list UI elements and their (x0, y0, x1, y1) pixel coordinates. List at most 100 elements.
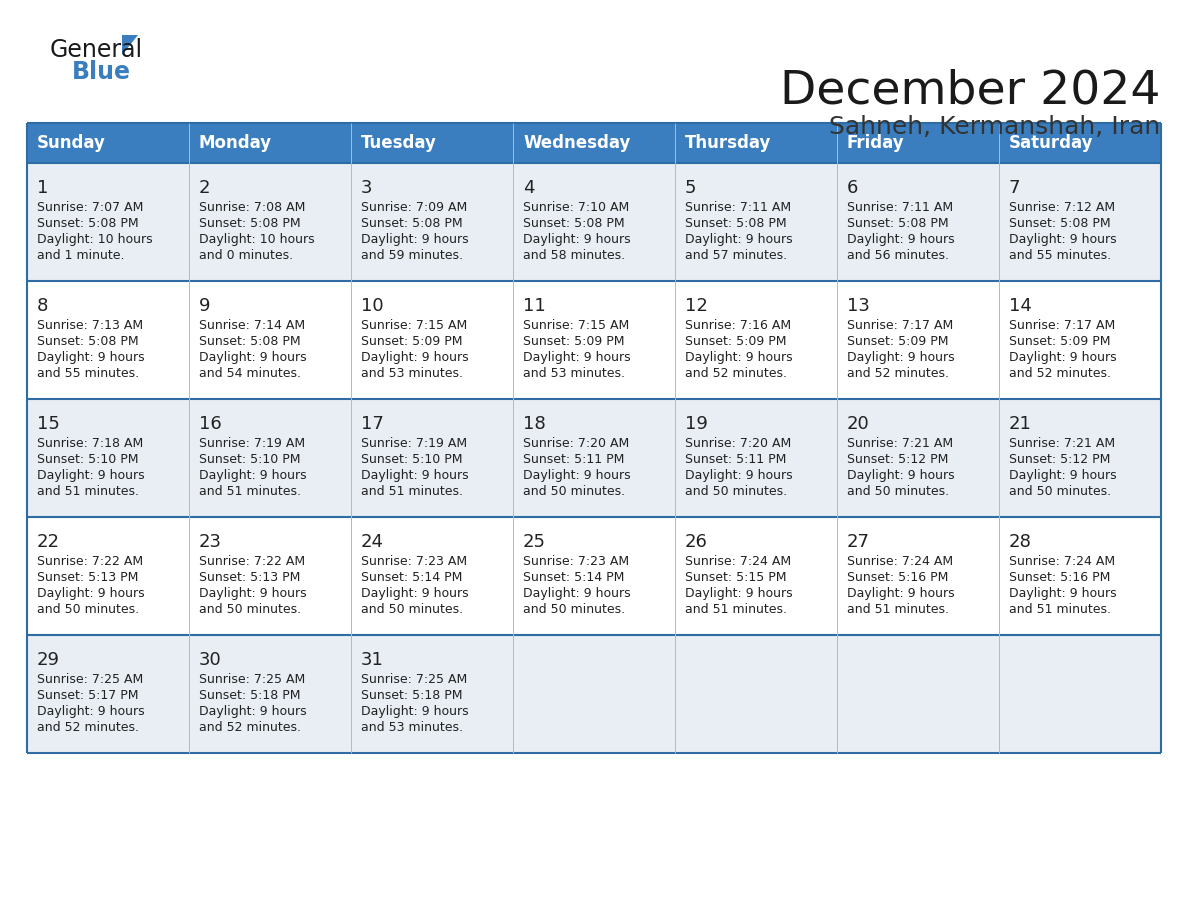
Text: Sunset: 5:09 PM: Sunset: 5:09 PM (523, 335, 625, 348)
Text: and 53 minutes.: and 53 minutes. (523, 367, 625, 380)
Text: Sunset: 5:12 PM: Sunset: 5:12 PM (847, 453, 948, 466)
Text: 15: 15 (37, 415, 59, 433)
Text: Daylight: 9 hours: Daylight: 9 hours (523, 233, 631, 246)
Text: December 2024: December 2024 (779, 68, 1159, 113)
Text: and 50 minutes.: and 50 minutes. (847, 485, 949, 498)
Text: and 58 minutes.: and 58 minutes. (523, 249, 625, 262)
Text: Sunrise: 7:18 AM: Sunrise: 7:18 AM (37, 437, 144, 450)
Text: Daylight: 9 hours: Daylight: 9 hours (361, 469, 468, 482)
Text: 21: 21 (1009, 415, 1032, 433)
Text: Sunset: 5:10 PM: Sunset: 5:10 PM (37, 453, 139, 466)
Text: Daylight: 9 hours: Daylight: 9 hours (685, 351, 792, 364)
Text: Daylight: 9 hours: Daylight: 9 hours (200, 705, 307, 718)
Text: 18: 18 (523, 415, 545, 433)
Text: and 50 minutes.: and 50 minutes. (1009, 485, 1111, 498)
Bar (189, 123, 350, 163)
Text: Sunrise: 7:22 AM: Sunrise: 7:22 AM (200, 555, 305, 568)
Text: 24: 24 (361, 533, 384, 551)
Text: Sunset: 5:18 PM: Sunset: 5:18 PM (200, 689, 301, 702)
Bar (27, 123, 189, 163)
Text: Sunset: 5:14 PM: Sunset: 5:14 PM (361, 571, 462, 584)
Text: Sunrise: 7:17 AM: Sunrise: 7:17 AM (1009, 319, 1116, 332)
Text: and 53 minutes.: and 53 minutes. (361, 721, 463, 734)
Polygon shape (122, 35, 138, 55)
Text: Daylight: 9 hours: Daylight: 9 hours (847, 233, 955, 246)
Text: and 59 minutes.: and 59 minutes. (361, 249, 463, 262)
Text: Sunrise: 7:21 AM: Sunrise: 7:21 AM (1009, 437, 1116, 450)
Text: Daylight: 9 hours: Daylight: 9 hours (523, 469, 631, 482)
Text: Sunrise: 7:24 AM: Sunrise: 7:24 AM (847, 555, 953, 568)
Text: Daylight: 9 hours: Daylight: 9 hours (200, 351, 307, 364)
Text: Sunset: 5:11 PM: Sunset: 5:11 PM (685, 453, 786, 466)
Text: 2: 2 (200, 179, 210, 197)
Text: Daylight: 9 hours: Daylight: 9 hours (37, 351, 145, 364)
Text: Daylight: 9 hours: Daylight: 9 hours (37, 705, 145, 718)
Text: 23: 23 (200, 533, 222, 551)
Text: and 52 minutes.: and 52 minutes. (37, 721, 139, 734)
Text: Daylight: 9 hours: Daylight: 9 hours (37, 469, 145, 482)
Text: 8: 8 (37, 297, 49, 315)
Text: and 52 minutes.: and 52 minutes. (847, 367, 949, 380)
Text: Thursday: Thursday (685, 134, 771, 152)
Text: 29: 29 (37, 651, 61, 669)
Text: Sunset: 5:11 PM: Sunset: 5:11 PM (523, 453, 625, 466)
Text: and 51 minutes.: and 51 minutes. (361, 485, 463, 498)
Text: 28: 28 (1009, 533, 1032, 551)
Text: Sunrise: 7:09 AM: Sunrise: 7:09 AM (361, 201, 467, 214)
Text: and 1 minute.: and 1 minute. (37, 249, 125, 262)
Text: Sunset: 5:16 PM: Sunset: 5:16 PM (1009, 571, 1111, 584)
Text: Sunset: 5:17 PM: Sunset: 5:17 PM (37, 689, 139, 702)
Text: Sunset: 5:16 PM: Sunset: 5:16 PM (847, 571, 948, 584)
Text: Sunrise: 7:23 AM: Sunrise: 7:23 AM (361, 555, 467, 568)
Bar (675, 123, 838, 163)
Text: Daylight: 9 hours: Daylight: 9 hours (685, 233, 792, 246)
Text: Sunrise: 7:24 AM: Sunrise: 7:24 AM (1009, 555, 1116, 568)
Text: Daylight: 9 hours: Daylight: 9 hours (200, 587, 307, 600)
Text: 27: 27 (847, 533, 870, 551)
Text: Sunrise: 7:17 AM: Sunrise: 7:17 AM (847, 319, 953, 332)
Text: Sunset: 5:08 PM: Sunset: 5:08 PM (685, 217, 786, 230)
Text: and 51 minutes.: and 51 minutes. (1009, 603, 1111, 616)
Text: Sunset: 5:15 PM: Sunset: 5:15 PM (685, 571, 786, 584)
Text: and 56 minutes.: and 56 minutes. (847, 249, 949, 262)
Text: 5: 5 (685, 179, 696, 197)
Text: Sahneh, Kermanshah, Iran: Sahneh, Kermanshah, Iran (829, 115, 1159, 139)
Text: Sunset: 5:08 PM: Sunset: 5:08 PM (200, 217, 301, 230)
Text: Daylight: 9 hours: Daylight: 9 hours (847, 351, 955, 364)
Text: Sunset: 5:09 PM: Sunset: 5:09 PM (685, 335, 786, 348)
Text: Sunrise: 7:14 AM: Sunrise: 7:14 AM (200, 319, 305, 332)
Text: and 52 minutes.: and 52 minutes. (685, 367, 786, 380)
Text: 4: 4 (523, 179, 535, 197)
Bar (513, 123, 675, 163)
Text: 16: 16 (200, 415, 222, 433)
Text: 9: 9 (200, 297, 210, 315)
Text: 19: 19 (685, 415, 708, 433)
Text: Daylight: 9 hours: Daylight: 9 hours (361, 233, 468, 246)
Text: Daylight: 9 hours: Daylight: 9 hours (1009, 469, 1117, 482)
Text: 26: 26 (685, 533, 708, 551)
Text: Daylight: 9 hours: Daylight: 9 hours (523, 351, 631, 364)
Text: Tuesday: Tuesday (361, 134, 437, 152)
Text: Sunday: Sunday (37, 134, 106, 152)
Text: Sunrise: 7:20 AM: Sunrise: 7:20 AM (523, 437, 630, 450)
Text: Sunrise: 7:20 AM: Sunrise: 7:20 AM (685, 437, 791, 450)
Text: Sunrise: 7:15 AM: Sunrise: 7:15 AM (523, 319, 630, 332)
Text: and 50 minutes.: and 50 minutes. (361, 603, 463, 616)
Text: Sunrise: 7:16 AM: Sunrise: 7:16 AM (685, 319, 791, 332)
Text: and 51 minutes.: and 51 minutes. (200, 485, 301, 498)
Text: Sunrise: 7:24 AM: Sunrise: 7:24 AM (685, 555, 791, 568)
Text: Sunrise: 7:11 AM: Sunrise: 7:11 AM (685, 201, 791, 214)
Text: Sunset: 5:14 PM: Sunset: 5:14 PM (523, 571, 625, 584)
Text: 25: 25 (523, 533, 546, 551)
Text: Daylight: 9 hours: Daylight: 9 hours (847, 587, 955, 600)
Text: Daylight: 9 hours: Daylight: 9 hours (685, 469, 792, 482)
Text: General: General (50, 38, 143, 62)
Text: and 55 minutes.: and 55 minutes. (1009, 249, 1111, 262)
Text: and 50 minutes.: and 50 minutes. (37, 603, 139, 616)
Text: 6: 6 (847, 179, 859, 197)
Text: 31: 31 (361, 651, 384, 669)
Text: Sunrise: 7:23 AM: Sunrise: 7:23 AM (523, 555, 630, 568)
Text: Daylight: 9 hours: Daylight: 9 hours (847, 469, 955, 482)
Text: Sunset: 5:08 PM: Sunset: 5:08 PM (523, 217, 625, 230)
Text: Friday: Friday (847, 134, 904, 152)
